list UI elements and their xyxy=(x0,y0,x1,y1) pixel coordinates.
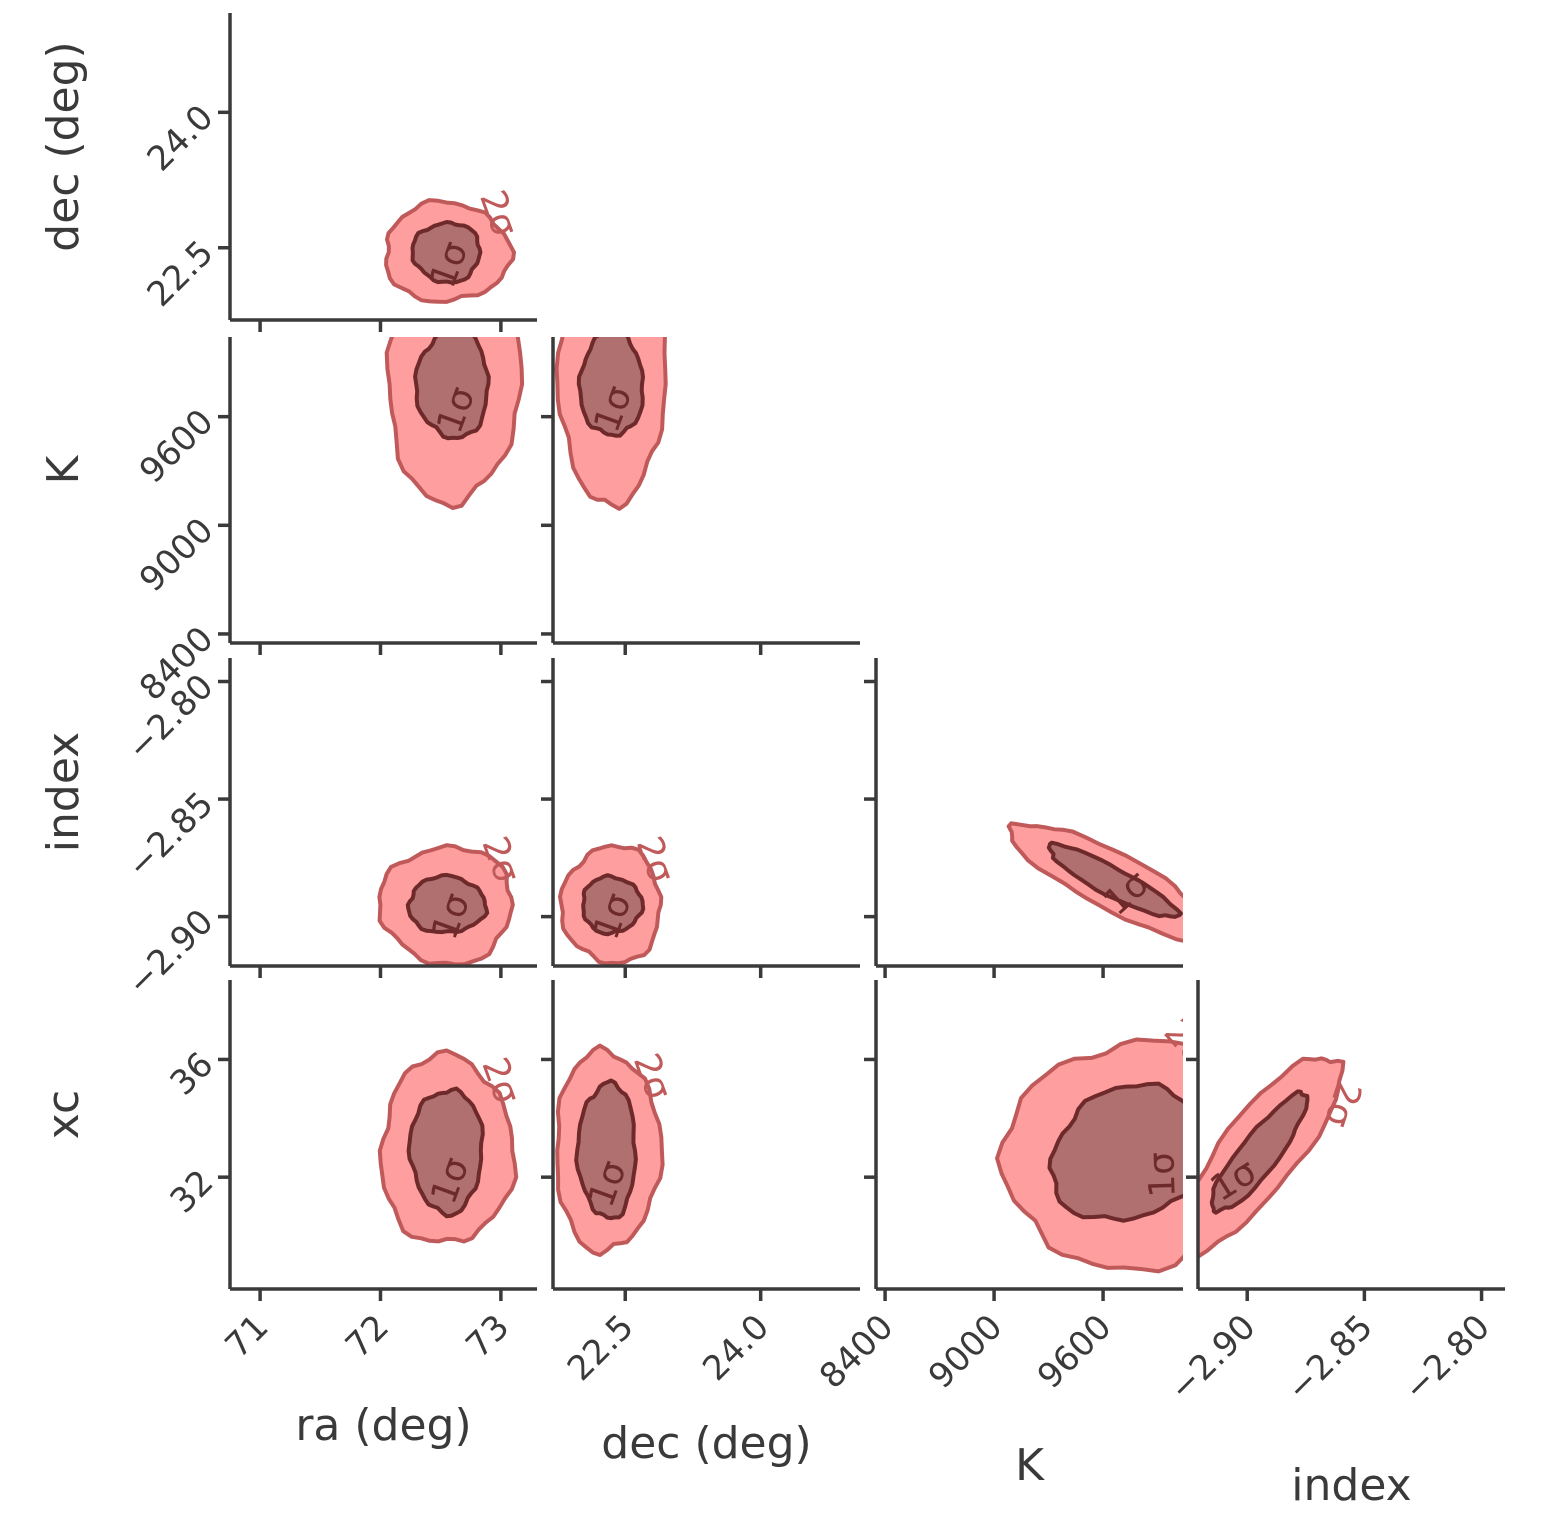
x-tick-label: 71 xyxy=(218,1307,277,1366)
contour-1sigma xyxy=(413,337,491,441)
y-axis-label-index: index xyxy=(38,732,89,852)
x-tick-label: 72 xyxy=(338,1307,397,1366)
contour-1sigma xyxy=(1046,840,1183,919)
contour-1sigma xyxy=(410,220,483,285)
contour-1sigma xyxy=(576,337,645,438)
panel-K-index: 1σ 2σ xyxy=(1006,821,1221,946)
x-tick-label: 22.5 xyxy=(560,1307,642,1389)
y-tick-label: 9000 xyxy=(132,510,221,599)
x-tick-label: 24.0 xyxy=(695,1307,777,1389)
y-tick-label: 32 xyxy=(163,1162,222,1221)
x-tick-label: 73 xyxy=(458,1307,517,1366)
contour-1sigma xyxy=(1209,1089,1310,1215)
contour-1sigma xyxy=(581,873,646,937)
contour-1sigma xyxy=(574,1078,638,1221)
y-axis-label-K: K xyxy=(38,454,89,484)
contour-label-2sigma: 2σ xyxy=(631,269,685,326)
x-axis-label-index: index xyxy=(1291,1460,1411,1511)
x-tick-label: 9600 xyxy=(1030,1307,1119,1396)
y-tick-label: −2.85 xyxy=(119,784,221,886)
x-tick-label: −2.80 xyxy=(1396,1307,1498,1409)
y-tick-label: 24.0 xyxy=(140,97,222,179)
x-axis-label-K: K xyxy=(1015,1440,1045,1491)
x-tick-label: −2.85 xyxy=(1279,1307,1381,1409)
x-tick-label: 9000 xyxy=(921,1307,1010,1396)
x-tick-label: −2.90 xyxy=(1162,1307,1264,1409)
y-tick-label: −2.90 xyxy=(119,902,221,1004)
x-axis-label-ra: ra (deg) xyxy=(295,1400,471,1451)
y-tick-label: 22.5 xyxy=(140,233,222,315)
y-axis-label-xc: xc xyxy=(38,1090,89,1139)
contour-label-2sigma: 2σ xyxy=(1174,874,1221,925)
contour-1sigma xyxy=(406,1086,485,1219)
contour-label-1sigma: 1σ xyxy=(1141,1151,1184,1198)
contour-1sigma xyxy=(405,872,490,935)
y-axis-label-dec: dec (deg) xyxy=(38,41,89,251)
y-tick-label: 9600 xyxy=(132,402,221,491)
contour-1sigma xyxy=(1047,1081,1183,1223)
x-tick-label: 8400 xyxy=(812,1307,901,1396)
x-axis-label-dec: dec (deg) xyxy=(601,1418,811,1469)
y-tick-label: 36 xyxy=(163,1045,222,1104)
